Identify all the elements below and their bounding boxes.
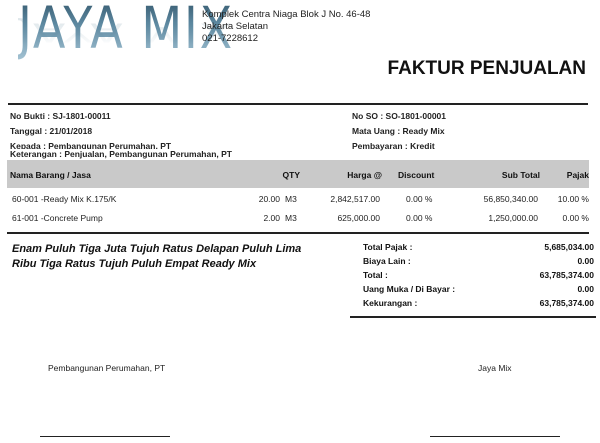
company-address-line: Komplek Centra Niaga Blok J No. 46-48 — [202, 9, 371, 20]
col-header-item: Nama Barang / Jasa — [10, 170, 91, 180]
col-header-discount: Discount — [398, 170, 435, 180]
uang-muka-value: 0.00 — [577, 284, 594, 294]
col-header-qty: QTY — [282, 170, 300, 180]
row-price: 2,842,517.00 — [330, 194, 380, 204]
signature-line-company — [430, 436, 560, 437]
row-price: 625,000.00 — [337, 213, 380, 223]
row-unit: M3 — [285, 194, 297, 204]
row-discount: 0.00 % — [406, 194, 433, 204]
amount-in-words-line: Ribu Tiga Ratus Tujuh Puluh Empat Ready … — [12, 258, 257, 270]
signature-customer-name: Pembangunan Perumahan, PT — [48, 363, 166, 373]
kekurangan-value: 63,785,374.00 — [539, 298, 594, 308]
keterangan-text: Keterangan : Penjualan, Pembangunan Peru… — [10, 149, 236, 159]
biaya-lain-value: 0.00 — [577, 256, 594, 266]
signature-line-customer — [40, 436, 170, 437]
no-bukti: No Bukti : SJ-1801-00011 — [10, 111, 111, 121]
tanggal: Tanggal : 21/01/2018 — [10, 126, 93, 136]
amount-in-words-line: Enam Puluh Tiga Juta Tujuh Ratus Delapan… — [12, 243, 302, 255]
col-header-tax: Pajak — [566, 170, 589, 180]
row-unit: M3 — [285, 213, 297, 223]
mata-uang: Mata Uang : Ready Mix — [352, 126, 445, 136]
row-tax: 0.00 % — [562, 213, 589, 223]
row-tax: 10.00 % — [557, 194, 589, 204]
biaya-lain-label: Biaya Lain : — [363, 256, 411, 266]
pembayaran: Pembayaran : Kredit — [352, 141, 435, 151]
company-address-line: Jakarta Selatan — [202, 21, 269, 32]
company-phone: 021-7228612 — [202, 33, 258, 44]
total-label: Total : — [363, 270, 388, 280]
col-header-price: Harga @ — [347, 170, 382, 180]
signature-company-name: Jaya Mix — [478, 363, 512, 373]
totals-rule — [350, 316, 596, 318]
row-subtotal: 1,250,000.00 — [488, 213, 538, 223]
table-header-band — [7, 160, 589, 188]
kepada: Kepada : Pembangunan Perumahan, PT — [10, 141, 172, 151]
header-divider — [8, 103, 588, 105]
document-title: FAKTUR PENJUALAN — [387, 58, 586, 79]
uang-muka-label: Uang Muka / Di Bayar : — [363, 284, 456, 294]
kekurangan-label: Kekurangan : — [363, 298, 418, 308]
row-qty: 2.00 — [263, 213, 280, 223]
total-pajak-label: Total Pajak : — [363, 242, 413, 252]
company-logo: JAYA MIX — [18, 0, 234, 62]
col-header-subtotal: Sub Total — [501, 170, 540, 180]
no-so: No SO : SO-1801-00001 — [352, 111, 447, 121]
table-bottom-rule — [7, 232, 589, 234]
row-item: 60-001 -Ready Mix K.175/K — [12, 194, 117, 204]
row-item: 61-001 -Concrete Pump — [12, 213, 103, 223]
row-subtotal: 56,850,340.00 — [483, 194, 538, 204]
row-qty: 20.00 — [258, 194, 280, 204]
total-pajak-value: 5,685,034.00 — [544, 242, 594, 252]
total-value: 63,785,374.00 — [539, 270, 594, 280]
row-discount: 0.00 % — [406, 213, 433, 223]
